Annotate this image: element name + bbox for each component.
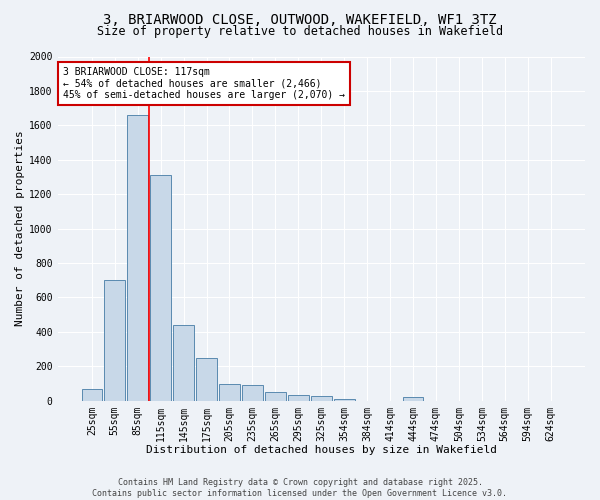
Bar xyxy=(173,325,194,400)
Bar xyxy=(242,385,263,400)
Text: Contains HM Land Registry data © Crown copyright and database right 2025.
Contai: Contains HM Land Registry data © Crown c… xyxy=(92,478,508,498)
Bar xyxy=(219,384,240,400)
Bar xyxy=(311,396,332,400)
Text: Size of property relative to detached houses in Wakefield: Size of property relative to detached ho… xyxy=(97,25,503,38)
X-axis label: Distribution of detached houses by size in Wakefield: Distribution of detached houses by size … xyxy=(146,445,497,455)
Bar xyxy=(82,388,102,400)
Bar xyxy=(403,398,424,400)
Text: 3 BRIARWOOD CLOSE: 117sqm
← 54% of detached houses are smaller (2,466)
45% of se: 3 BRIARWOOD CLOSE: 117sqm ← 54% of detac… xyxy=(63,67,345,100)
Bar xyxy=(127,115,148,401)
Text: 3, BRIARWOOD CLOSE, OUTWOOD, WAKEFIELD, WF1 3TZ: 3, BRIARWOOD CLOSE, OUTWOOD, WAKEFIELD, … xyxy=(103,12,497,26)
Bar xyxy=(334,399,355,400)
Bar xyxy=(104,280,125,400)
Bar xyxy=(151,176,171,400)
Bar xyxy=(265,392,286,400)
Bar xyxy=(288,394,308,400)
Y-axis label: Number of detached properties: Number of detached properties xyxy=(15,130,25,326)
Bar xyxy=(196,358,217,401)
